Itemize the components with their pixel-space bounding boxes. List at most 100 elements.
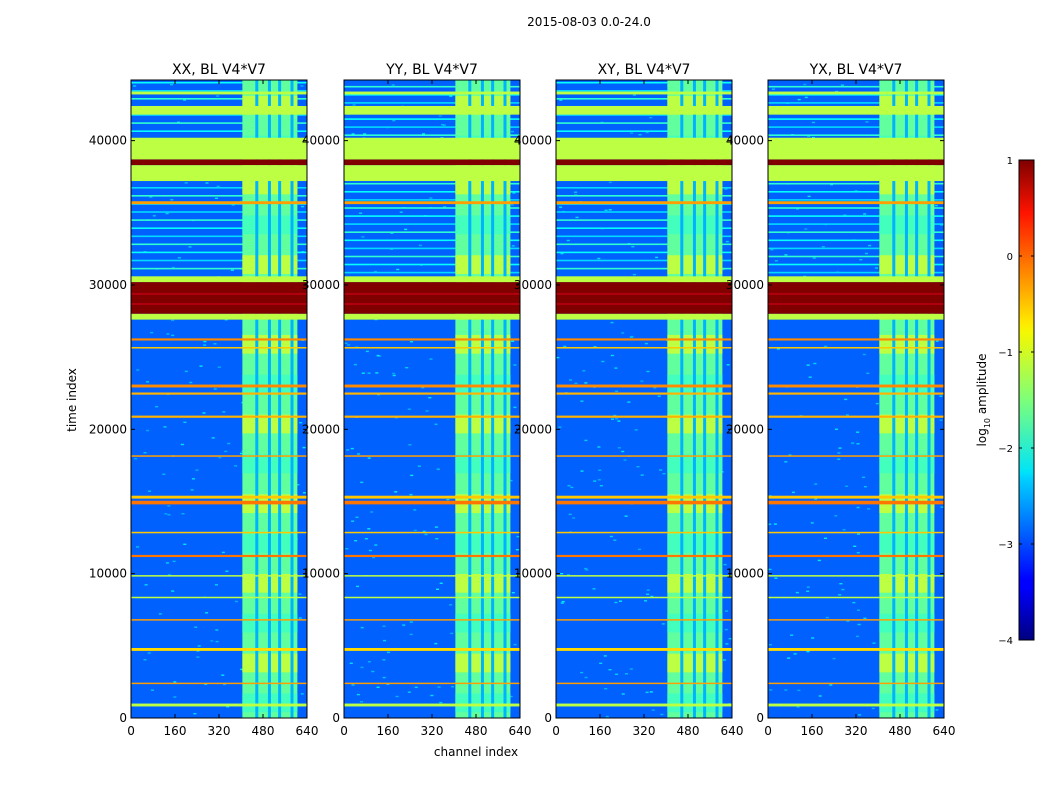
- noise-speck: [382, 676, 386, 679]
- noise-speck: [811, 121, 815, 124]
- noise-speck: [558, 426, 562, 428]
- time-band: [556, 531, 732, 534]
- time-band: [768, 384, 944, 388]
- noise-speck: [856, 443, 860, 445]
- noise-speck: [857, 533, 860, 535]
- noise-speck: [863, 617, 867, 619]
- time-band: [131, 276, 307, 283]
- noise-speck: [167, 505, 171, 507]
- time-stripe: [768, 239, 944, 242]
- noise-speck: [597, 446, 601, 448]
- noise-speck: [172, 560, 176, 563]
- time-stripe: [768, 231, 944, 233]
- noise-speck: [791, 491, 795, 494]
- noise-speck: [790, 634, 794, 636]
- noise-speck: [407, 408, 411, 410]
- noise-speck: [203, 340, 207, 343]
- noise-speck: [845, 414, 849, 416]
- noise-speck: [352, 104, 356, 106]
- rfi-gap: [491, 80, 495, 718]
- time-band: [344, 105, 520, 115]
- time-band: [131, 282, 307, 314]
- noise-speck: [935, 340, 939, 342]
- noise-speck: [143, 452, 147, 454]
- noise-speck: [350, 447, 354, 450]
- time-stripe: [768, 102, 944, 104]
- noise-speck: [636, 466, 640, 468]
- noise-speck: [510, 130, 514, 133]
- saturated-stripe: [556, 292, 732, 295]
- noise-speck: [812, 257, 816, 259]
- saturated-stripe: [131, 303, 307, 306]
- noise-speck: [231, 204, 235, 206]
- time-stripe: [131, 130, 307, 132]
- time-band: [556, 703, 732, 707]
- noise-speck: [631, 246, 635, 248]
- noise-speck: [560, 602, 564, 604]
- time-stripe: [768, 134, 944, 136]
- x-tick-label: 320: [421, 724, 444, 738]
- noise-speck: [441, 124, 445, 126]
- time-band: [344, 91, 520, 95]
- rfi-gap: [703, 80, 707, 718]
- noise-speck: [359, 212, 363, 214]
- noise-speck: [196, 656, 200, 658]
- time-band: [768, 159, 944, 166]
- noise-speck: [429, 197, 433, 199]
- noise-speck: [796, 706, 800, 708]
- time-band: [768, 703, 944, 707]
- noise-speck: [376, 354, 380, 357]
- noise-speck: [367, 457, 371, 459]
- time-band: [768, 137, 944, 160]
- noise-speck: [862, 353, 866, 356]
- time-stripe: [556, 227, 732, 229]
- time-stripe: [768, 94, 944, 96]
- time-stripe: [556, 98, 732, 100]
- panel-xy: XY, BL V4*V7 0 160 320 480 640 0 10000 20000 3000…: [514, 62, 744, 738]
- noise-speck: [617, 420, 621, 422]
- noise-speck: [935, 709, 939, 711]
- time-band: [344, 313, 520, 320]
- time-band: [344, 495, 520, 499]
- noise-speck: [614, 367, 618, 369]
- noise-speck: [630, 132, 634, 134]
- time-band: [131, 596, 307, 599]
- noise-speck: [443, 206, 447, 208]
- noise-speck: [509, 695, 513, 698]
- noise-speck: [629, 668, 633, 670]
- noise-speck: [346, 449, 350, 451]
- time-band: [768, 105, 944, 115]
- time-stripe: [768, 191, 944, 193]
- y-tick-label: 0: [756, 711, 764, 725]
- y-tick-label: 10000: [89, 567, 127, 581]
- noise-speck: [184, 182, 188, 184]
- noise-speck: [835, 428, 838, 430]
- time-band: [131, 495, 307, 499]
- time-band: [344, 619, 520, 621]
- noise-speck: [632, 273, 636, 276]
- time-band: [131, 455, 307, 457]
- noise-speck: [510, 204, 514, 206]
- x-tick-label: 160: [801, 724, 824, 738]
- noise-speck: [585, 569, 589, 571]
- noise-speck: [863, 213, 867, 215]
- time-band: [131, 201, 307, 205]
- time-band: [131, 703, 307, 707]
- noise-speck: [597, 257, 601, 260]
- figure-suptitle: 2015-08-03 0.0-24.0: [527, 15, 651, 29]
- noise-speck: [417, 465, 421, 467]
- noise-speck: [774, 577, 778, 579]
- noise-speck: [190, 489, 194, 491]
- noise-speck: [621, 693, 625, 695]
- noise-speck: [640, 474, 644, 476]
- noise-speck: [728, 638, 732, 640]
- x-tick-label: 160: [164, 724, 187, 738]
- noise-speck: [592, 588, 596, 590]
- noise-speck: [434, 423, 438, 425]
- time-band: [768, 338, 944, 341]
- noise-speck: [846, 620, 850, 622]
- noise-speck: [430, 694, 434, 697]
- noise-speck: [773, 523, 777, 525]
- time-stripe: [768, 247, 944, 250]
- noise-speck: [568, 513, 572, 516]
